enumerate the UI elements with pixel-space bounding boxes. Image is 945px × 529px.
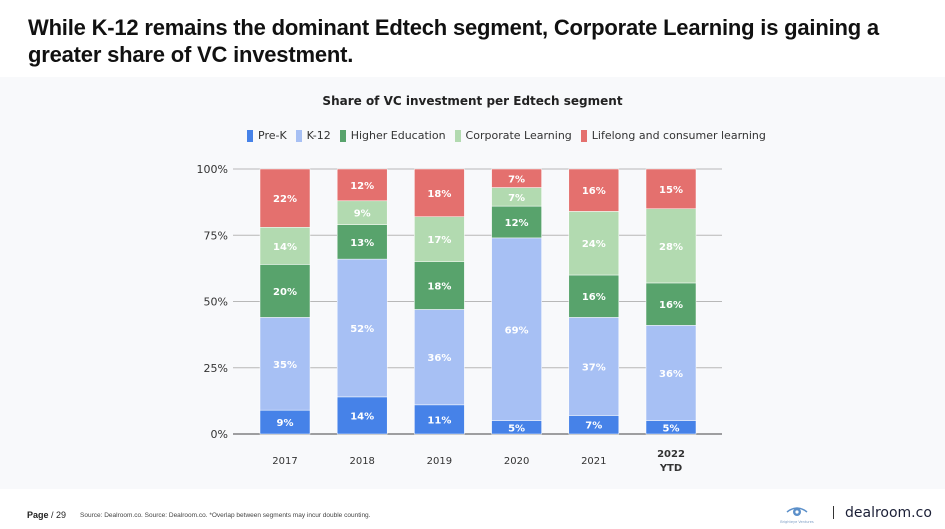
legend-item-lifelong-and-consumer-learning: Lifelong and consumer learning — [580, 129, 766, 142]
data-label: 24% — [582, 239, 606, 250]
data-label: 13% — [350, 238, 374, 249]
bar-segment-k-12 — [568, 317, 620, 416]
legend-item-higher-education: Higher Education — [339, 129, 446, 142]
bar-segment-lifelong-and-consumer-learning — [336, 168, 388, 202]
legend-label: Pre-K — [258, 129, 287, 142]
data-label: 7% — [508, 193, 525, 204]
bar-segment-corporate-learning — [259, 227, 311, 265]
legend-swatch — [247, 129, 253, 142]
legend-item-corporate-learning: Corporate Learning — [454, 129, 572, 142]
data-label: 7% — [508, 174, 525, 185]
data-label: 16% — [582, 292, 606, 303]
bar-segment-higher-education — [414, 261, 465, 310]
bar-segment-lifelong-and-consumer-learning — [645, 168, 697, 209]
bar-segment-lifelong-and-consumer-learning — [259, 168, 311, 228]
bar-segment-lifelong-and-consumer-learning — [491, 168, 542, 188]
page-indicator: Page / 29 — [27, 510, 66, 520]
data-label: 35% — [273, 360, 297, 371]
bar-segment-k-12 — [645, 325, 697, 422]
bar-segment-higher-education — [568, 274, 620, 318]
source-note: Source: Dealroom.co. Source: Dealroom.co… — [80, 512, 371, 519]
legend-swatch — [580, 129, 587, 142]
data-label: 12% — [350, 181, 374, 192]
x-tick-label: 2018 — [349, 456, 374, 467]
bar-segment-corporate-learning — [414, 216, 465, 262]
data-label: 7% — [585, 421, 602, 432]
data-label: 14% — [350, 411, 374, 422]
x-tick-label: 2017 — [272, 456, 297, 467]
x-tick-label: YTD — [659, 463, 682, 474]
data-label: 52% — [350, 324, 374, 335]
bar-segment-corporate-learning — [645, 208, 697, 284]
data-label: 69% — [505, 325, 529, 336]
x-tick-label: 2021 — [581, 456, 606, 467]
legend-label: Higher Education — [350, 129, 446, 142]
partner-logo-text: Brighteye Ventures — [780, 520, 814, 524]
legend-label: Lifelong and consumer learning — [591, 129, 766, 142]
page-label: Page — [27, 510, 49, 520]
bar-segment-corporate-learning — [568, 211, 620, 276]
bar-segment-k-12 — [336, 258, 388, 398]
data-label: 37% — [582, 362, 606, 373]
brighteye-eye-logo-icon: Brighteye Ventures — [780, 507, 814, 524]
bar-segment-pre-k — [336, 396, 388, 435]
data-label: 18% — [427, 189, 451, 200]
bar-segment-higher-education — [259, 264, 311, 318]
data-label: 9% — [354, 209, 371, 220]
bar-segment-lifelong-and-consumer-learning — [414, 168, 465, 217]
legend-label: K-12 — [306, 129, 331, 142]
data-label: 17% — [427, 235, 451, 246]
chart-panel — [0, 77, 945, 489]
data-label: 28% — [659, 242, 683, 253]
legend-label: Corporate Learning — [465, 129, 572, 142]
data-label: 36% — [427, 353, 451, 364]
data-label: 16% — [659, 300, 683, 311]
data-label: 5% — [663, 423, 680, 434]
legend-item-k-12: K-12 — [295, 129, 331, 142]
bar-segment-higher-education — [336, 224, 388, 260]
legend-swatch — [454, 129, 461, 142]
legend-swatch — [339, 129, 346, 142]
bar-segment-higher-education — [645, 282, 697, 326]
data-label: 9% — [277, 418, 294, 429]
y-tick-label: 25% — [204, 362, 228, 375]
bar-segment-k-12 — [259, 317, 311, 411]
bar-segment-higher-education — [491, 205, 542, 239]
legend-swatch — [295, 129, 302, 142]
x-tick-label: 2022 — [657, 449, 685, 460]
brand-separator — [833, 506, 834, 519]
page-headline: While K-12 remains the dominant Edtech s… — [28, 15, 879, 67]
dealroom-brand: dealroom.co — [845, 505, 932, 521]
chart-title: Share of VC investment per Edtech segmen… — [322, 94, 623, 108]
data-label: 15% — [659, 185, 683, 196]
page-number: / 29 — [51, 510, 67, 520]
data-label: 22% — [273, 194, 297, 205]
data-label: 14% — [273, 242, 297, 253]
y-tick-label: 0% — [211, 428, 228, 441]
y-tick-label: 75% — [204, 229, 228, 242]
data-label: 5% — [508, 423, 525, 434]
data-label: 36% — [659, 369, 683, 380]
legend-item-pre-k: Pre-K — [247, 129, 287, 142]
x-tick-label: 2019 — [427, 456, 452, 467]
data-label: 16% — [582, 186, 606, 197]
y-tick-label: 100% — [197, 163, 228, 176]
data-label: 11% — [427, 415, 451, 426]
data-label: 18% — [427, 282, 451, 293]
bar-segment-lifelong-and-consumer-learning — [568, 168, 620, 212]
data-label: 20% — [273, 287, 297, 298]
y-tick-label: 50% — [204, 296, 228, 309]
chart-legend: Pre-K K-12 Higher Education Corporate Learn… — [247, 129, 775, 142]
data-label: 12% — [505, 218, 529, 229]
x-tick-label: 2020 — [504, 456, 529, 467]
